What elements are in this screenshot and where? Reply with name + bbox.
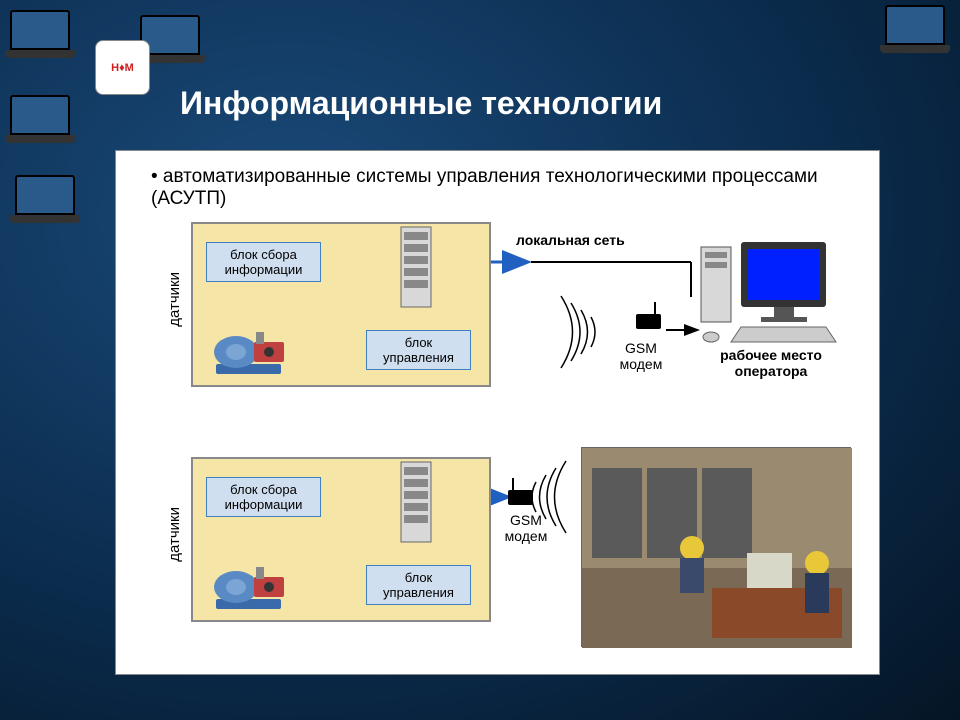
sensors-label-2: датчики: [166, 507, 183, 562]
operator-workstation: [696, 232, 841, 357]
modem-icon: [508, 490, 533, 505]
laptop-icon: [885, 5, 955, 55]
data-collection-block-1: блок сбора информации: [206, 242, 321, 282]
diagram-area: датчики блок сбора информации блок управ…: [136, 222, 859, 662]
control-block-1: блок управления: [366, 330, 471, 370]
sensors-label-1: датчики: [166, 272, 183, 327]
logo-text: Н♦М: [111, 62, 134, 74]
slide-title: Информационные технологии: [180, 85, 662, 122]
data-collection-block-2: блок сбора информации: [206, 477, 321, 517]
operator-room-photo: [581, 447, 851, 647]
server-icon: [396, 222, 431, 307]
local-network-label: локальная сеть: [516, 232, 625, 248]
laptop-icon: [140, 15, 210, 65]
laptop-icon: [15, 175, 85, 225]
laptop-icon: [10, 10, 80, 60]
gsm-modem-label-1: GSM модем: [611, 340, 671, 372]
pump-icon: [206, 557, 286, 607]
gsm-modem-label-2: GSM модем: [496, 512, 556, 544]
logo-badge: Н♦М: [95, 40, 150, 95]
modem-icon: [636, 314, 661, 329]
laptop-icon: [10, 95, 80, 145]
server-icon: [396, 457, 431, 542]
diagram-panel: • автоматизированные системы управления …: [115, 150, 880, 675]
bullet-text: • автоматизированные системы управления …: [136, 166, 859, 210]
workstation-label: рабочее место оператора: [701, 347, 841, 379]
pump-icon: [206, 322, 286, 372]
control-block-2: блок управления: [366, 565, 471, 605]
